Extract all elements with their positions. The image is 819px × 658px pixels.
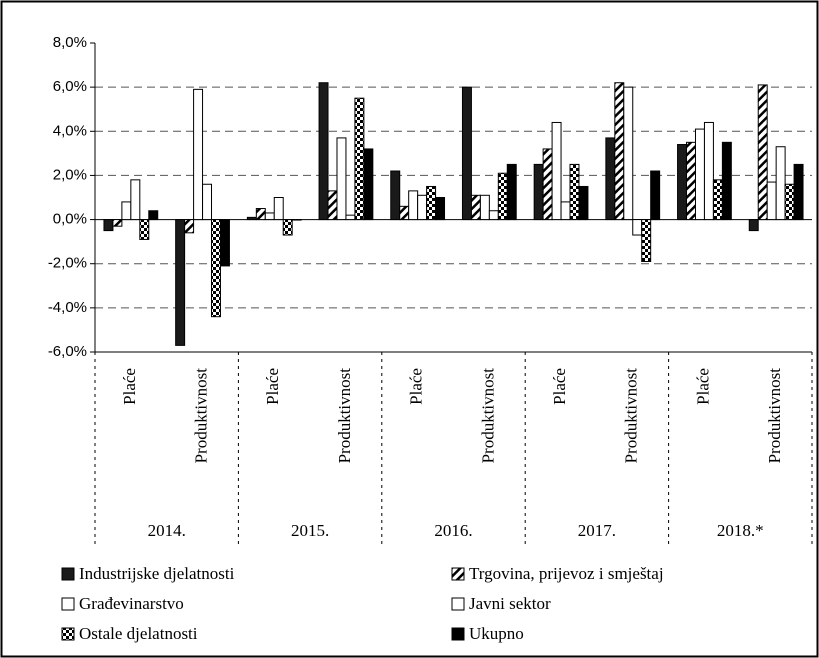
bar <box>641 219 652 263</box>
bar <box>542 148 553 221</box>
bar <box>533 163 544 221</box>
bar <box>569 163 580 221</box>
bar <box>784 183 795 221</box>
bar <box>506 163 517 221</box>
group-label: 2016. <box>434 521 472 540</box>
y-tick-label: -4,0% <box>48 299 87 316</box>
bar <box>318 82 329 221</box>
bar <box>479 194 490 221</box>
bar <box>650 170 661 221</box>
bar <box>408 190 419 221</box>
bar <box>426 185 437 221</box>
y-tick-label: -2,0% <box>48 255 87 272</box>
bar <box>291 219 302 221</box>
bar <box>748 219 759 232</box>
bar <box>461 86 472 221</box>
bar <box>578 185 589 221</box>
bar <box>757 84 768 221</box>
bar <box>712 179 723 221</box>
legend-label: Trgovina, prijevoz i smještaj <box>469 564 664 583</box>
bar <box>686 141 696 221</box>
x-tick-label: Plaće <box>263 368 282 405</box>
legend-label: Ukupno <box>469 624 524 643</box>
bar <box>345 214 356 221</box>
bar <box>354 97 365 221</box>
bar <box>336 137 347 221</box>
bar <box>560 201 571 221</box>
bar <box>255 208 266 221</box>
bar <box>264 212 275 221</box>
bar <box>148 210 159 221</box>
bar <box>130 179 141 221</box>
legend-swatch <box>451 597 465 611</box>
bar <box>273 197 284 221</box>
bar <box>417 194 428 221</box>
bar <box>677 144 688 221</box>
bar <box>497 172 508 221</box>
group-label: 2015. <box>291 521 329 540</box>
bar <box>282 219 293 236</box>
y-tick-label: -6,0% <box>48 343 87 360</box>
bar <box>219 219 230 267</box>
bar <box>435 197 446 221</box>
y-tick-label: 4,0% <box>53 122 87 139</box>
legend-swatch <box>451 627 465 641</box>
y-tick-label: 8,0% <box>53 34 87 51</box>
bar <box>470 194 481 221</box>
bar <box>623 86 634 221</box>
legend-label: Javni sektor <box>469 594 551 613</box>
bar <box>121 201 132 221</box>
x-tick-label: Produktivnost <box>478 368 497 464</box>
bar <box>103 219 114 232</box>
bar <box>775 146 786 221</box>
legend-swatch <box>61 597 75 611</box>
group-label: 2017. <box>578 521 616 540</box>
legend-swatch <box>61 627 75 641</box>
legend-swatch <box>451 567 465 581</box>
group-label: 2018.* <box>717 521 764 540</box>
legend-label: Ostale djelatnosti <box>79 624 198 643</box>
bar <box>139 219 150 240</box>
bar <box>793 163 804 221</box>
bar <box>766 181 777 221</box>
group-label: 2014. <box>148 521 186 540</box>
bar <box>211 219 221 318</box>
bar <box>327 190 338 221</box>
bar <box>399 205 410 221</box>
bar <box>605 137 616 221</box>
bar <box>202 183 213 221</box>
bar <box>551 121 562 221</box>
x-tick-label: Produktivnost <box>622 368 641 464</box>
x-tick-label: Plaće <box>120 368 139 405</box>
x-tick-label: Plaće <box>693 368 712 405</box>
x-tick-label: Plaće <box>550 368 569 405</box>
y-tick-label: 0,0% <box>53 211 87 228</box>
bar <box>694 128 705 221</box>
x-tick-label: Produktivnost <box>335 368 354 464</box>
x-tick-label: Produktivnost <box>765 368 784 464</box>
bar <box>614 82 625 221</box>
bar <box>184 219 195 234</box>
bar <box>721 141 732 221</box>
bar <box>193 88 204 221</box>
x-tick-label: Produktivnost <box>191 368 210 464</box>
legend-label: Industrijske djelatnosti <box>79 564 235 583</box>
bar <box>175 219 186 346</box>
x-tick-label: Plaće <box>407 368 426 405</box>
bar <box>112 219 123 227</box>
bar <box>363 148 374 221</box>
bar <box>488 210 499 221</box>
y-tick-label: 2,0% <box>53 166 87 183</box>
bar <box>390 170 401 221</box>
bar <box>703 121 714 221</box>
bar <box>632 219 643 236</box>
bar <box>246 216 257 221</box>
y-tick-label: 6,0% <box>53 78 87 95</box>
legend-swatch <box>61 567 75 581</box>
legend-label: Građevinarstvo <box>79 594 184 613</box>
